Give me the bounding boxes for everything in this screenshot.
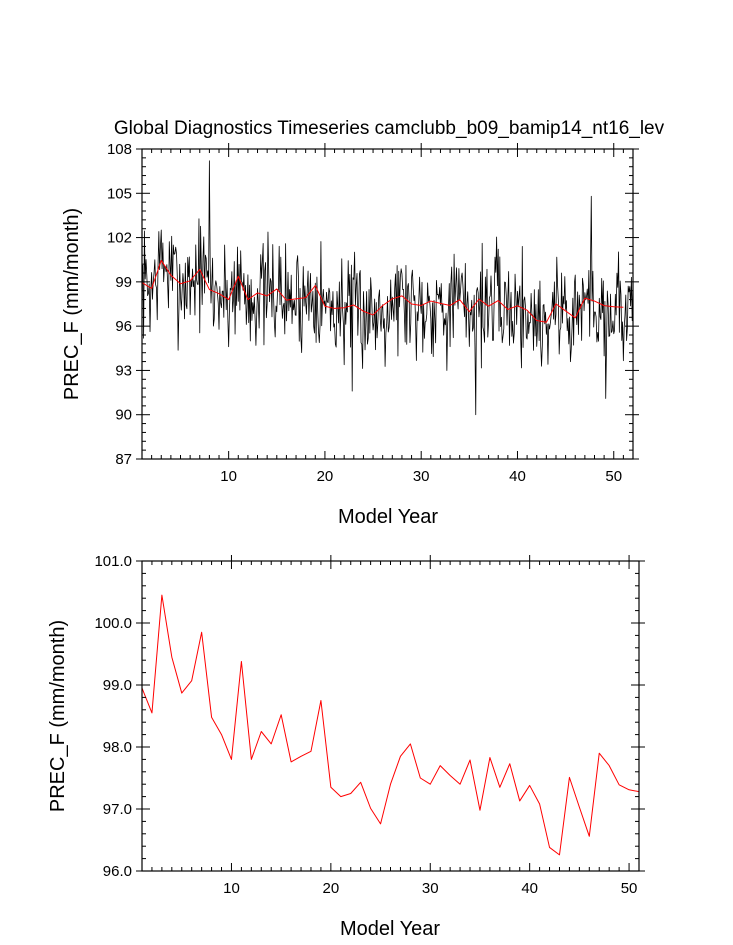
y-tick-label: 93 [115,362,132,379]
annual-mean-line [141,594,640,856]
x-tick-label: 40 [521,880,538,897]
y-tick-label: 105 [107,185,132,202]
top-plot-frame [141,148,634,460]
bottom-chart-panel: 10 20 30 40 50 96.0 97.0 98.0 99.0 100.0 101.0 Mod… [47,553,645,940]
bottom-x-axis-label: Model Year [340,918,440,940]
monthly-series-line [141,160,634,416]
x-tick-label: 50 [621,880,638,897]
top-chart-panel: Global Diagnostics Timeseries camclubb_b… [61,118,665,528]
bottom-y-axis-label: PREC_F (mm/month) [47,620,69,812]
x-tick-label: 50 [605,468,622,485]
top-y-axis-label: PREC_F (mm/month) [61,208,83,400]
y-tick-label: 108 [107,141,132,158]
y-tick-label: 87 [115,451,132,468]
x-tick-label: 10 [220,468,237,485]
y-tick-label: 98.0 [103,739,132,756]
y-tick-label: 99.0 [103,677,132,694]
y-tick-label: 102 [107,230,132,247]
y-tick-label: 97.0 [103,801,132,818]
y-tick-label: 96 [115,318,132,335]
bottom-plot-frame [141,560,640,872]
x-tick-label: 30 [422,880,439,897]
y-tick-label: 101.0 [94,553,132,570]
x-tick-label: 30 [413,468,430,485]
y-tick-label: 100.0 [94,615,132,632]
annual-mean-line [141,259,624,323]
x-tick-label: 10 [223,880,240,897]
y-tick-label: 90 [115,407,132,424]
x-tick-label: 20 [323,880,340,897]
x-tick-label: 40 [509,468,526,485]
y-tick-label: 96.0 [103,863,132,880]
top-x-axis-label: Model Year [338,506,438,528]
chart-title: Global Diagnostics Timeseries camclubb_b… [114,118,665,139]
y-tick-label: 99 [115,274,132,291]
x-tick-label: 20 [317,468,334,485]
